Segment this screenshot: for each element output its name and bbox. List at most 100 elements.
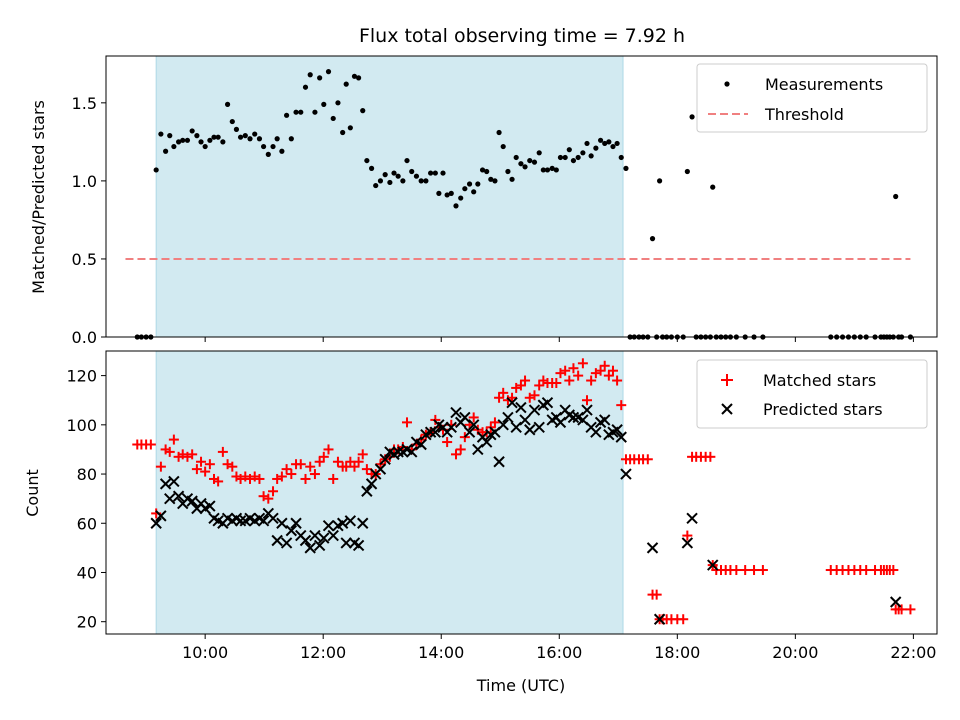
top-legend-box — [696, 63, 928, 133]
matched-star-point — [861, 565, 872, 576]
predicted-star-point — [186, 495, 198, 507]
matched-star-point — [155, 461, 166, 472]
measurement-point — [710, 184, 716, 190]
matched-star-point — [286, 469, 297, 480]
top-points-layer — [134, 69, 914, 340]
measurement-point — [462, 186, 468, 192]
matched-star-point — [309, 469, 320, 480]
predicted-star-point — [365, 478, 378, 490]
measurement-point — [610, 143, 616, 150]
measurement-point — [340, 129, 346, 136]
measurement-point — [325, 69, 332, 75]
matched-star-point — [564, 375, 575, 386]
measurement-point — [400, 178, 406, 184]
bot-ytick-label: 60 — [77, 514, 97, 533]
matched-star-point — [361, 464, 372, 475]
bottom-legend-box — [696, 359, 928, 429]
matched-star-point — [200, 466, 211, 477]
bottom-ylabel: Count — [23, 469, 42, 517]
matched-star-point — [145, 439, 156, 450]
matched-star-point — [168, 434, 179, 445]
top-ytick-label: 0.5 — [72, 250, 97, 269]
measurement-point — [553, 167, 559, 173]
measurement-point — [167, 133, 173, 139]
predicted-star-point — [590, 426, 602, 438]
measurement-point — [360, 108, 366, 114]
measurement-point — [544, 167, 551, 173]
predicted-star-point — [611, 424, 623, 436]
chart-title: Flux total observing time = 7.92 h — [359, 25, 685, 47]
predicted-star-point — [361, 485, 373, 497]
measurement-point — [215, 134, 221, 140]
measurement-point — [368, 165, 375, 171]
matched-star-point — [318, 451, 329, 462]
predicted-star-point — [581, 404, 593, 416]
legend-measurements-marker — [724, 81, 730, 87]
predicted-star-point — [429, 426, 442, 438]
measurement-point — [171, 143, 177, 150]
predicted-star-point — [344, 515, 357, 527]
bottom-legend: Matched stars Predicted stars — [696, 359, 928, 429]
predicted-star-point — [150, 517, 162, 529]
top-ytick-label: 1.0 — [72, 172, 97, 191]
top-shade-layer — [155, 55, 624, 338]
predicted-star-point — [309, 529, 321, 542]
matched-star-point — [678, 614, 689, 625]
measurement-point — [488, 176, 494, 182]
matched-star-point — [227, 461, 238, 472]
measurement-point — [184, 137, 191, 143]
predicted-star-point — [620, 468, 632, 480]
matched-star-point — [582, 395, 593, 406]
matched-star-point — [498, 387, 509, 398]
predicted-star-point — [327, 529, 339, 542]
measurement-point — [606, 139, 612, 145]
bottom-xticks: 10:00 12:00 14:00 16:00 18:00 20:00 22:00 — [182, 634, 936, 662]
measurement-point — [373, 182, 379, 189]
measurement-point — [207, 137, 213, 143]
measurement-point — [597, 137, 604, 143]
measurement-point — [448, 190, 454, 196]
predicted-star-point — [445, 421, 457, 433]
measurement-point — [428, 170, 434, 176]
predicted-star-point — [406, 446, 418, 458]
predicted-star-point — [172, 490, 185, 502]
predicted-star-point — [686, 512, 698, 525]
bot-xtick-label: 20:00 — [772, 643, 818, 662]
measurement-point — [584, 140, 590, 147]
measurement-point — [312, 109, 318, 115]
measurement-point — [475, 181, 481, 187]
predicted-star-point — [313, 539, 326, 552]
measurement-point — [409, 168, 415, 175]
legend-threshold-label: Threshold — [764, 105, 844, 124]
matched-star-point — [295, 459, 306, 470]
measurement-point — [180, 137, 186, 143]
matched-star-point — [740, 565, 751, 576]
measurement-point — [189, 128, 195, 134]
matched-star-point — [520, 375, 531, 386]
predicted-star-point — [510, 421, 522, 433]
measurement-point — [418, 178, 424, 184]
predicted-star-point — [304, 542, 316, 554]
bot-ytick-label: 80 — [77, 465, 97, 484]
measurement-point — [265, 151, 271, 157]
predicted-star-point — [280, 537, 293, 549]
measurement-point — [247, 136, 253, 142]
measurement-point — [684, 168, 690, 175]
measurement-point — [202, 143, 208, 150]
measurement-point — [279, 148, 285, 154]
predicted-star-point — [352, 539, 365, 552]
measurement-point — [242, 133, 248, 139]
matched-star-point — [213, 476, 224, 487]
measurement-point — [893, 193, 899, 200]
predicted-star-point — [889, 596, 902, 608]
predicted-star-point — [257, 515, 270, 527]
predicted-star-point — [290, 517, 302, 529]
bottom-axes-frame — [105, 350, 938, 635]
measurement-point — [500, 143, 506, 150]
matched-star-point — [607, 365, 618, 376]
measurement-point — [220, 139, 226, 145]
matched-star-point — [507, 392, 518, 403]
measurement-point — [505, 168, 511, 175]
measurement-point — [194, 133, 200, 139]
